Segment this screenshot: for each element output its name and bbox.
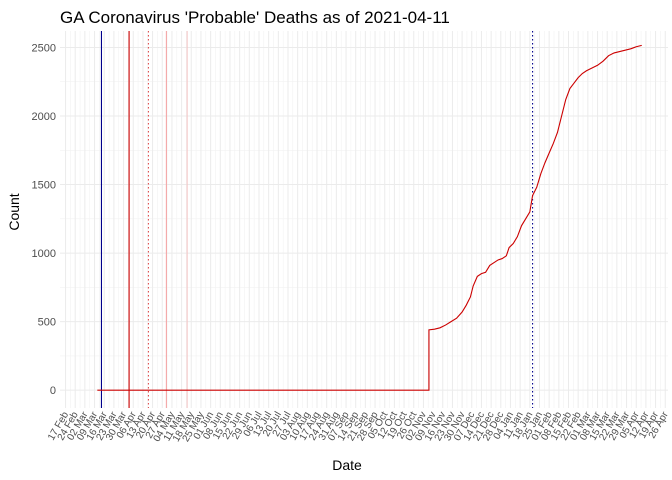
series-layer [97, 44, 642, 391]
y-tick-label: 1000 [32, 248, 56, 260]
series-line [97, 44, 642, 391]
y-tick-label: 0 [50, 385, 56, 397]
chart-title: GA Coronavirus 'Probable' Deaths as of 2… [60, 8, 450, 27]
y-axis-title: Count [6, 193, 22, 230]
y-tick-label: 500 [38, 317, 56, 329]
y-tick-label: 2500 [32, 42, 56, 54]
y-tick-label: 1500 [32, 180, 56, 192]
x-axis-title: Date [332, 457, 362, 473]
reference-lines [100, 31, 534, 408]
y-axis-ticks: 0 500 1000 1500 2000 2500 [32, 42, 56, 397]
grid [60, 31, 668, 408]
y-tick-label: 2000 [32, 111, 56, 123]
